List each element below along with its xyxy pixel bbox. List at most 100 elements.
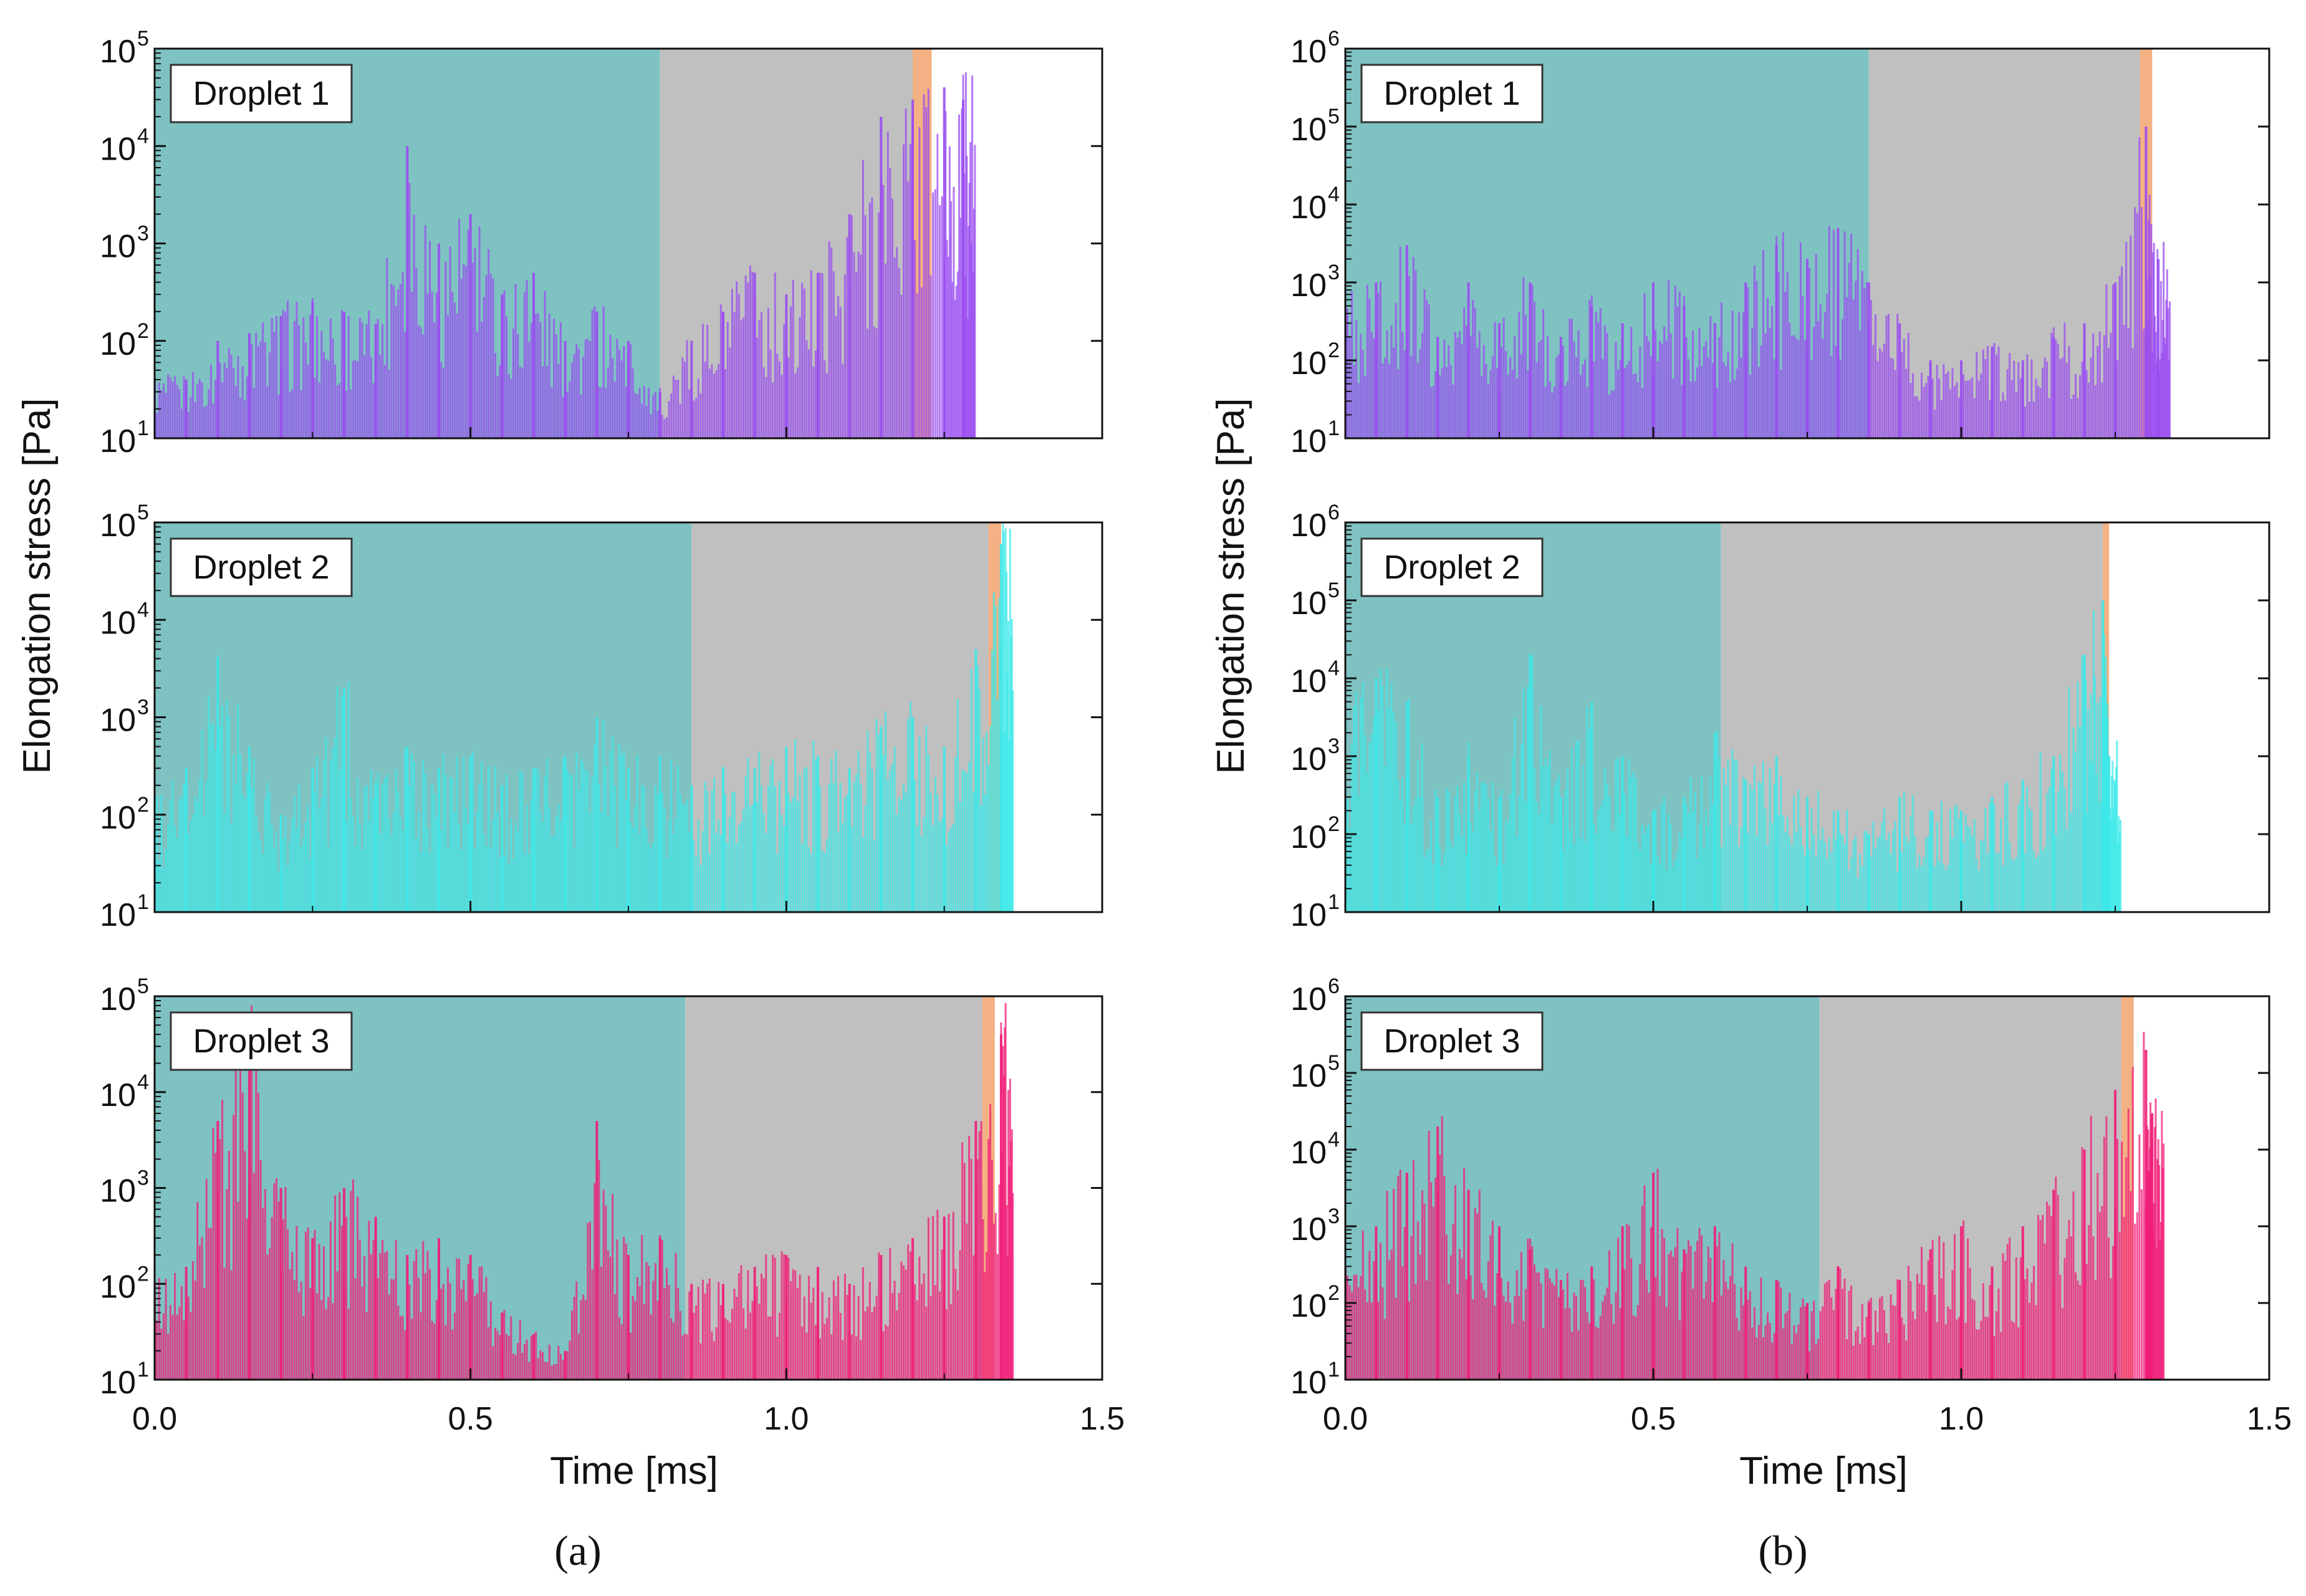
panel-label-a: (a) [554,1527,601,1574]
y-axis-label-a: Elongation stress [Pa] [16,398,59,774]
y-tick-label: 10 [100,897,136,933]
y-tick-exponent: 5 [137,501,149,524]
x-tick-label: 0.0 [132,1401,177,1437]
y-tick-exponent: 2 [137,319,149,343]
y-tick-label: 10 [100,229,136,265]
y-tick-label: 10 [1290,345,1327,382]
y-tick-label: 10 [1290,1058,1327,1094]
legend-title: Droplet 3 [1383,1022,1520,1060]
x-axis-label-b: Time [ms] [1739,1449,1908,1493]
y-tick-exponent: 3 [137,696,149,719]
y-tick-exponent: 3 [1328,734,1340,758]
x-tick-label: 0.0 [1323,1401,1368,1437]
y-tick-label: 10 [100,423,136,459]
y-tick-exponent: 6 [1328,501,1340,524]
legend-box [170,1011,353,1071]
y-tick-label: 10 [100,507,136,544]
y-tick-label: 10 [1290,981,1327,1017]
y-axis-label-b: Elongation stress [Pa] [1209,398,1252,774]
y-tick-exponent: 3 [137,1166,149,1190]
plot-area [155,996,1014,1380]
y-tick-label: 10 [100,34,136,70]
y-tick-exponent: 1 [137,1358,149,1382]
y-tick-exponent: 5 [1328,1051,1340,1075]
y-tick-exponent: 4 [1328,656,1340,680]
y-tick-label: 10 [1290,112,1327,148]
y-tick-exponent: 3 [137,222,149,246]
y-tick-exponent: 6 [1328,974,1340,998]
y-tick-label: 10 [1290,663,1327,699]
y-tick-label: 10 [100,326,136,362]
y-tick-exponent: 2 [137,793,149,817]
y-tick-exponent: 3 [1328,261,1340,284]
y-tick-exponent: 5 [137,27,149,50]
legend-title: Droplet 1 [193,75,329,112]
x-tick-label: 1.5 [2247,1401,2292,1437]
y-tick-label: 10 [1290,1135,1327,1171]
y-tick-exponent: 6 [1328,27,1340,50]
y-tick-exponent: 4 [1328,1128,1340,1151]
y-tick-exponent: 5 [1328,579,1340,602]
phase-band-2 [1868,49,2140,438]
x-axis-label-a: Time [ms] [550,1449,718,1493]
legend-title: Droplet 1 [1383,75,1520,112]
y-tick-exponent: 5 [1328,105,1340,128]
plot-area [1345,996,2165,1380]
y-tick-label: 10 [1290,1288,1327,1324]
y-tick-exponent: 1 [1328,416,1340,440]
legend-box [1360,1011,1544,1071]
legend-box [170,64,353,123]
y-tick-exponent: 1 [137,416,149,440]
y-tick-label: 10 [1290,1211,1327,1247]
y-tick-exponent: 2 [1328,339,1340,362]
x-tick-label: 1.0 [764,1401,809,1437]
y-tick-exponent: 1 [137,890,149,914]
y-tick-exponent: 1 [1328,890,1340,914]
y-tick-label: 10 [1290,507,1327,544]
y-tick-exponent: 4 [137,1070,149,1094]
y-tick-exponent: 5 [137,974,149,998]
y-tick-label: 10 [100,1077,136,1113]
y-tick-exponent: 4 [1328,183,1340,206]
legend-box [170,537,353,597]
y-tick-exponent: 2 [1328,1281,1340,1305]
y-tick-exponent: 2 [137,1262,149,1286]
y-tick-label: 10 [1290,190,1327,226]
plot-area [155,49,976,438]
y-tick-label: 10 [1290,1365,1327,1401]
y-tick-label: 10 [1290,267,1327,304]
y-tick-label: 10 [100,703,136,739]
y-tick-label: 10 [100,605,136,641]
legend-box [1360,64,1544,123]
y-tick-label: 10 [100,1173,136,1209]
y-tick-label: 10 [1290,897,1327,933]
y-tick-label: 10 [1290,585,1327,622]
y-tick-exponent: 3 [1328,1204,1340,1228]
y-tick-label: 10 [100,800,136,836]
x-tick-label: 1.0 [1939,1401,1984,1437]
y-tick-label: 10 [100,1365,136,1401]
x-tick-label: 0.5 [448,1401,493,1437]
y-tick-label: 10 [100,1269,136,1305]
legend-title: Droplet 3 [193,1022,329,1060]
y-tick-exponent: 1 [1328,1358,1340,1382]
y-tick-exponent: 4 [137,124,149,148]
x-tick-label: 0.5 [1631,1401,1676,1437]
y-tick-label: 10 [1290,819,1327,855]
legend-box [1360,537,1544,597]
panel-label-b: (b) [1758,1527,1807,1574]
y-tick-label: 10 [1290,741,1327,777]
legend-title: Droplet 2 [193,549,329,586]
y-tick-label: 10 [1290,34,1327,70]
y-tick-exponent: 4 [137,598,149,622]
plot-area [155,522,1014,912]
y-tick-label: 10 [1290,423,1327,459]
y-tick-label: 10 [100,131,136,167]
